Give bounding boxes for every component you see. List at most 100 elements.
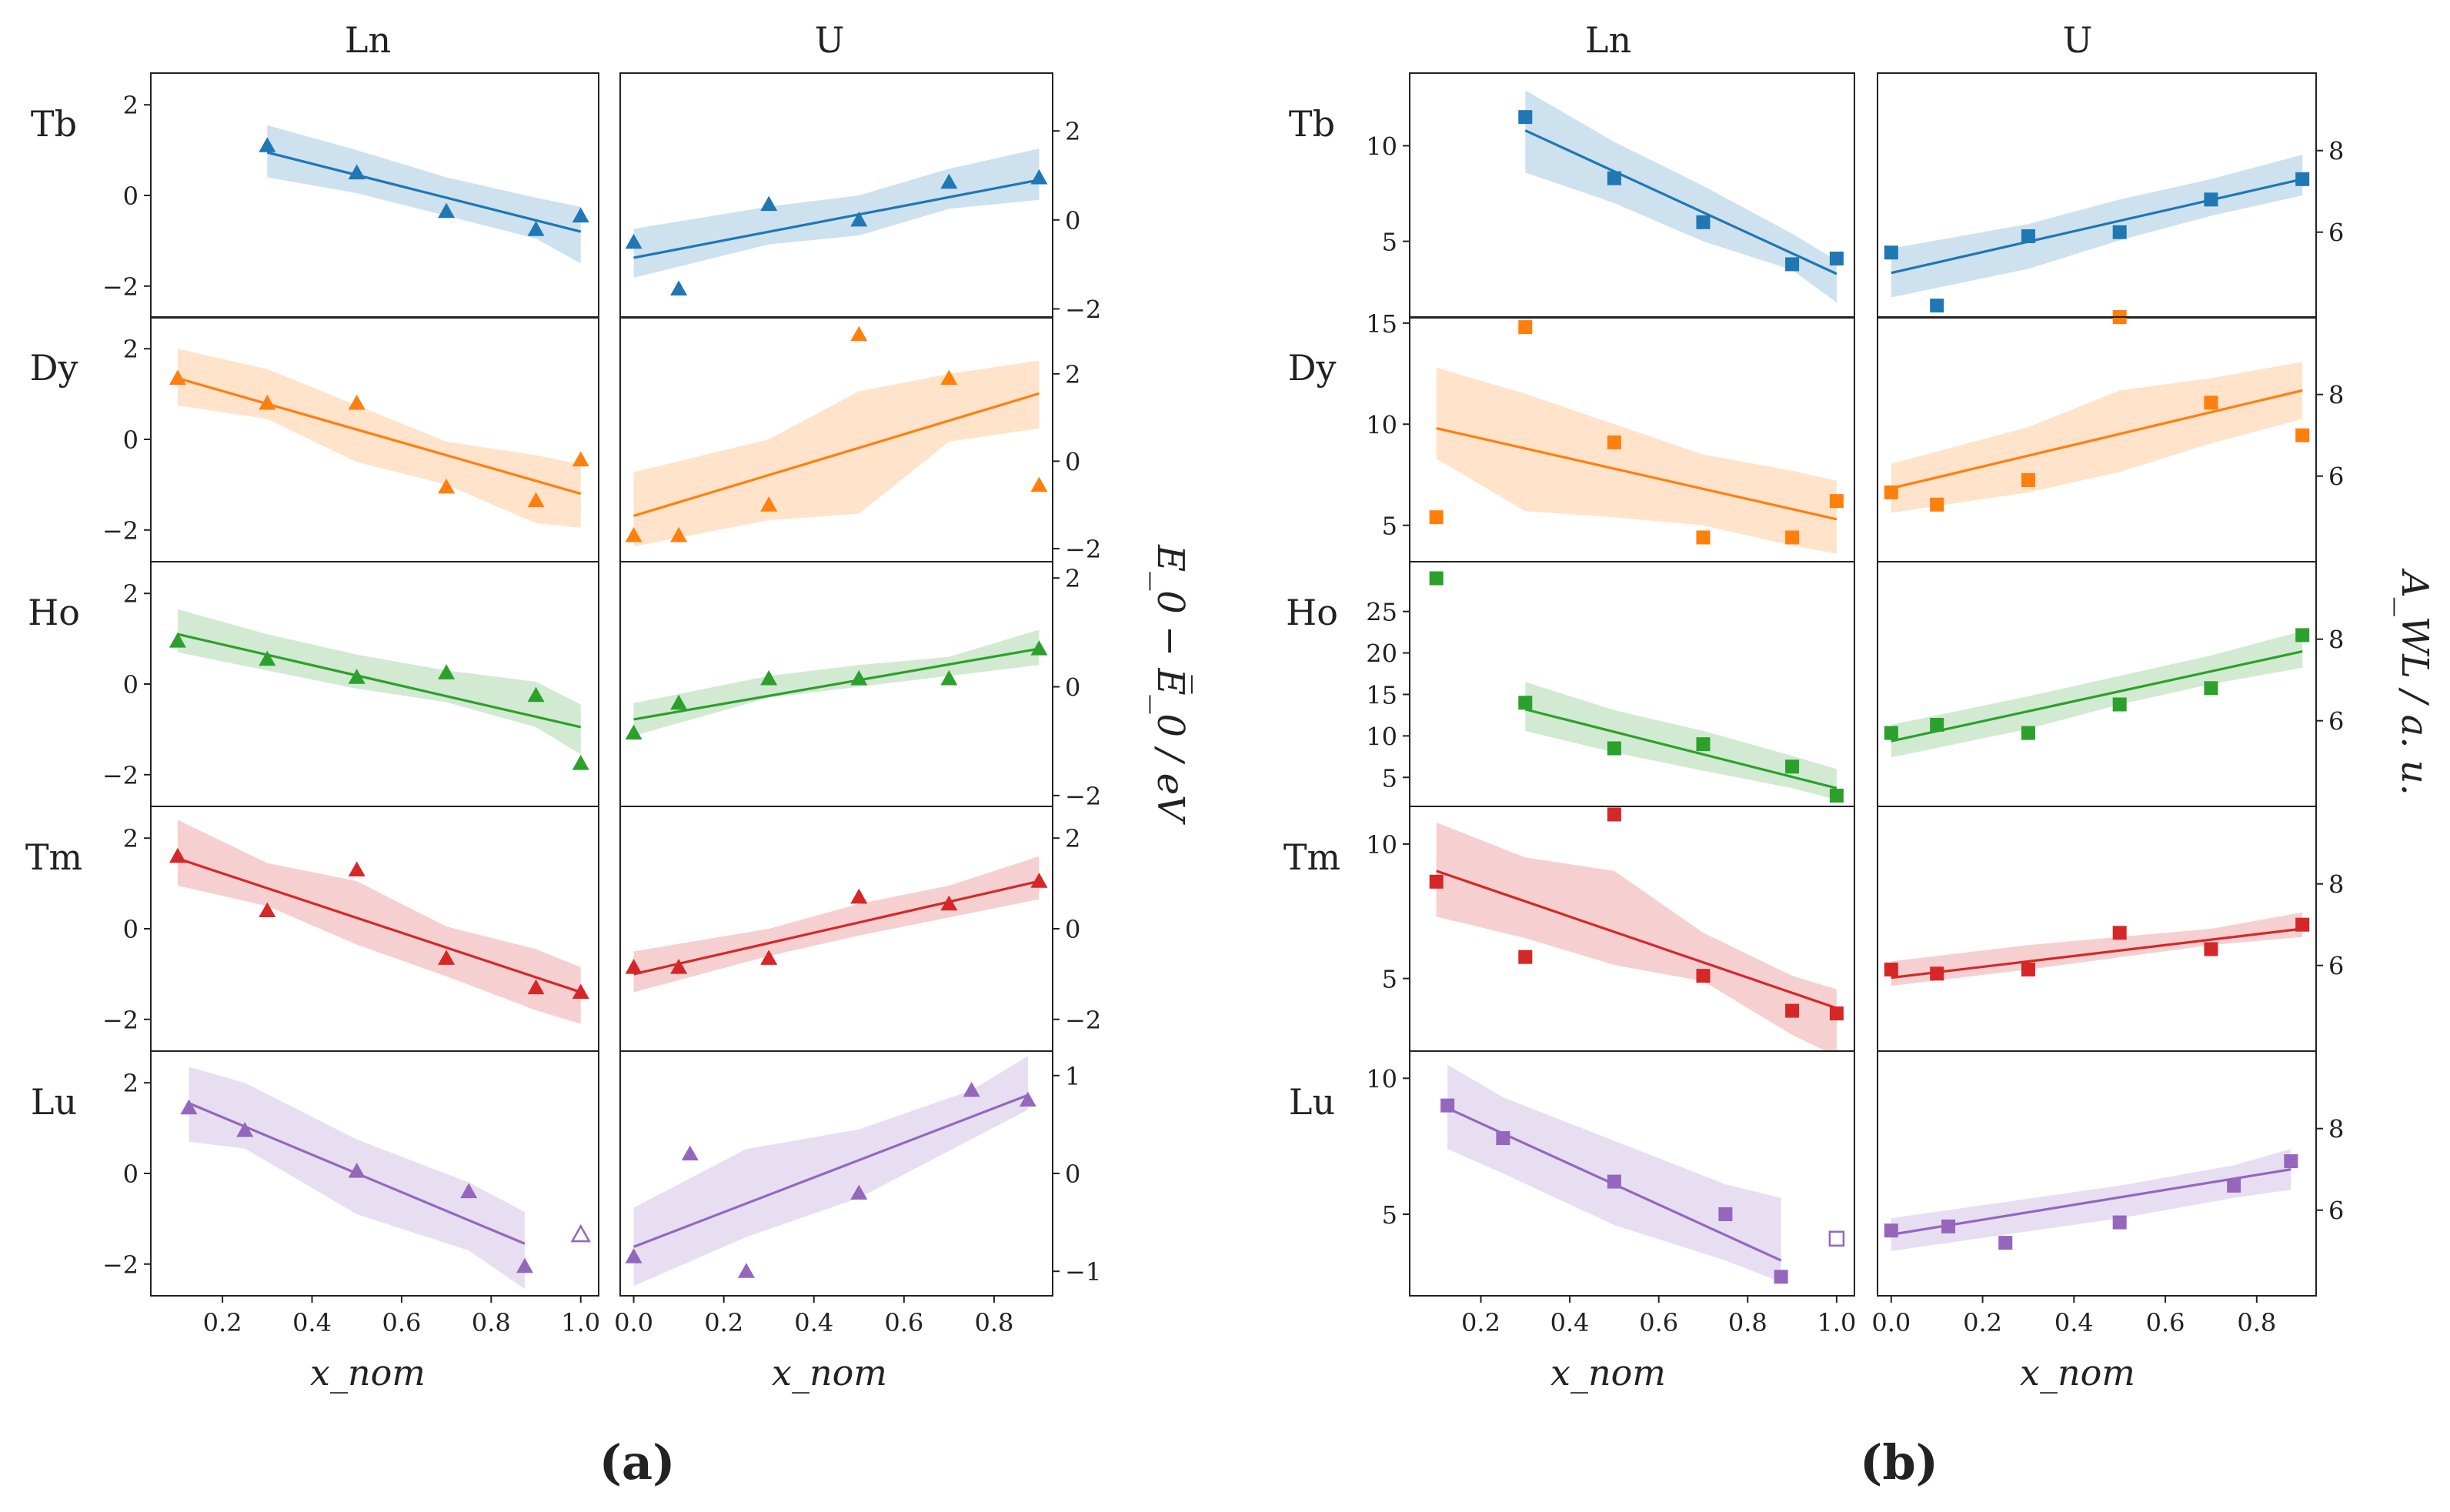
ytick-label-a-tm-ln-1: 0 [123, 915, 139, 944]
point-a-lu-u-2 [737, 1263, 755, 1278]
plot-area-b-tb-ln [1524, 90, 1838, 303]
xtick-label-a-lu-u-4: 0.8 [974, 1308, 1013, 1337]
point-a-tb-ln-2 [438, 202, 456, 219]
subplot-b-dy-ln: 5 10 15 [1366, 309, 1855, 562]
ytick-label-b-tb-ln-1: 10 [1366, 132, 1397, 161]
point-b-tm-u-0 [1884, 963, 1898, 976]
ytick-label-a-lu-ln-0: −2 [102, 1250, 139, 1280]
fit-line-a-lu-u [633, 1093, 1029, 1248]
ytick-label-b-lu-u-0: 6 [2328, 1197, 2344, 1226]
point-b-dy-u-5 [2295, 428, 2310, 442]
plot-area-a-lu-u [633, 1056, 1029, 1287]
ytick-label-b-dy-ln-2: 15 [1366, 309, 1397, 339]
row-label-tm: Tm [1283, 836, 1340, 878]
point-a-dy-ln-4 [527, 492, 545, 508]
subplot-b-dy-u: 68 [1877, 310, 2344, 562]
point-b-dy-ln-3 [1696, 530, 1711, 545]
fit-line-b-tm-ln [1436, 869, 1838, 1010]
point-b-ho-u-0 [1884, 726, 1898, 740]
ytick-label-a-tb-ln-1: 0 [123, 182, 139, 211]
ytick-label-b-ho-ln-4: 25 [1366, 598, 1397, 627]
ytick-label-b-tb-u-0: 6 [2328, 219, 2344, 248]
plot-area-a-tb-ln [266, 125, 582, 264]
ytick-label-b-ho-ln-1: 10 [1366, 722, 1397, 751]
row-label-ho: Ho [1286, 592, 1338, 633]
point-a-ho-u-4 [940, 669, 958, 686]
ytick-label-a-lu-u-1: 0 [1065, 1160, 1080, 1189]
point-a-ho-ln-4 [527, 686, 545, 703]
subplot-a-tm-ln: −2 0 2 [102, 806, 599, 1052]
panel-b-xlabel-1: x_nom [1550, 1352, 1666, 1394]
point-a-tb-u-2 [760, 195, 778, 212]
point-b-tm-ln-1 [1518, 950, 1533, 964]
panel-a-xlabel-2: x_nom [772, 1352, 887, 1394]
ytick-label-a-dy-u-2: 2 [1065, 360, 1080, 389]
point-b-lu-u-3 [2112, 1215, 2127, 1230]
point-b-dy-u-1 [1930, 497, 1944, 512]
point-b-tm-u-1 [1930, 966, 1944, 981]
panel-b: Ln U x_nom x_nom A_WL / a. u. (b) Tb Dy Ho… [1283, 19, 2436, 1490]
point-a-lu-ln-1 [236, 1122, 254, 1137]
plot-area-a-dy-u [633, 360, 1040, 547]
point-a-lu-ln-5 [570, 1223, 591, 1243]
point-b-tb-ln-4 [1829, 251, 1844, 265]
panel-a-xlabel-1: x_nom [310, 1352, 426, 1394]
fit-line-b-ho-u [1891, 650, 2303, 743]
plot-area-a-tb-u [633, 149, 1040, 278]
point-b-tb-u-1 [1930, 299, 1944, 313]
ytick-label-b-tm-u-0: 6 [2328, 952, 2344, 981]
point-a-lu-u-3 [850, 1184, 868, 1200]
ytick-label-b-ho-u-1: 8 [2328, 626, 2344, 655]
frame-b-lu-ln [1409, 1050, 1855, 1297]
point-b-ho-ln-1 [1518, 696, 1533, 710]
subplot-a-ho-u: −2 0 2 [619, 561, 1101, 811]
ytick-label-b-tm-ln-0: 5 [1382, 965, 1397, 994]
point-b-tb-ln-1 [1607, 171, 1621, 185]
fit-line-a-dy-u [633, 392, 1040, 517]
point-b-ho-ln-5 [1829, 788, 1844, 803]
ytick-label-a-dy-u-1: 0 [1065, 447, 1080, 476]
panel-a: Ln U x_nom x_nom E_0 − E̅_0 / eV (a) Tb D… [25, 19, 1193, 1490]
point-b-tm-u-3 [2112, 926, 2127, 940]
ytick-label-a-tm-u-1: 0 [1065, 915, 1080, 944]
subplot-b-lu-ln: 5 10 0.2 0.4 0.6 0.8 1.0 [1366, 1050, 1856, 1337]
subplot-b-ho-u: 68 [1877, 561, 2344, 807]
band-a-tm-u [633, 856, 1040, 993]
plot-area-b-ho-ln [1524, 682, 1838, 800]
point-b-lu-ln-5 [1828, 1230, 1845, 1247]
xtick-label-a-lu-ln-2: 0.6 [382, 1308, 421, 1337]
point-a-ho-ln-1 [259, 650, 276, 666]
ytick-label-a-tb-ln-0: −2 [102, 272, 139, 302]
ytick-label-a-tm-ln-2: 2 [123, 824, 139, 853]
point-b-tb-ln-0 [1518, 110, 1533, 125]
plot-area-b-tm-ln [1436, 822, 1838, 1051]
point-a-dy-u-1 [670, 526, 688, 542]
subplot-b-tm-u: 68 [1877, 806, 2344, 1052]
point-a-tb-u-0 [625, 233, 643, 249]
point-a-lu-u-4 [963, 1081, 980, 1097]
point-b-ho-u-4 [2204, 681, 2218, 696]
point-a-ho-ln-0 [169, 633, 186, 648]
point-a-tb-ln-3 [527, 221, 545, 236]
point-b-dy-u-2 [2021, 473, 2035, 487]
fit-line-a-tb-ln [266, 151, 582, 233]
plot-area-b-tm-u [1891, 912, 2303, 986]
point-a-dy-ln-3 [438, 478, 456, 494]
point-b-tb-u-5 [2295, 172, 2310, 186]
ytick-label-a-dy-ln-0: −2 [102, 516, 139, 546]
row-label-dy: Dy [1288, 347, 1337, 389]
point-b-dy-ln-2 [1607, 435, 1621, 449]
point-b-tm-ln-3 [1696, 969, 1711, 983]
point-a-ho-u-0 [625, 724, 643, 740]
row-label-lu: Lu [31, 1081, 77, 1123]
fit-line-b-lu-u [1891, 1168, 2291, 1237]
band-b-tm-ln [1436, 822, 1837, 1051]
ytick-label-a-tb-ln-2: 2 [123, 91, 139, 120]
xtick-label-b-lu-u-2: 0.4 [2054, 1308, 2094, 1337]
band-b-tm-u [1891, 912, 2303, 986]
ytick-label-a-tb-u-2: 2 [1065, 117, 1080, 146]
subplot-b-ho-ln: 5 10 15 20 25 [1366, 561, 1855, 807]
point-b-ho-u-5 [2295, 628, 2310, 643]
subplot-b-lu-u: 6 8 0.0 0.2 0.4 0.6 0.8 [1871, 1050, 2344, 1337]
fit-line-a-tm-ln [177, 857, 582, 993]
